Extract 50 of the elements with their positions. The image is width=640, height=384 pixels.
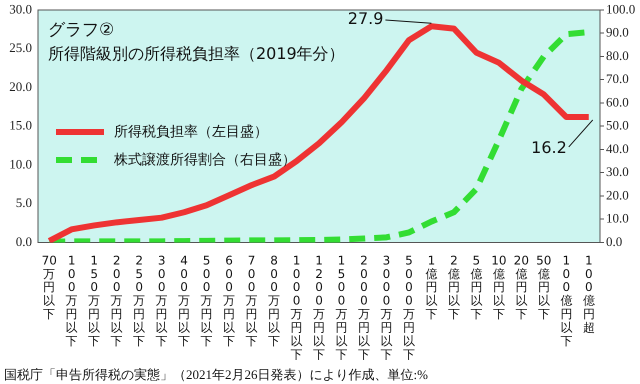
y-tick-label: 0.0 (16, 234, 32, 249)
x-tick-label: 10億円以下 (491, 253, 506, 322)
text: 所得階級別の所得税負担率（2019年分） (48, 43, 345, 65)
x-tick-label: 100億円超 (582, 253, 595, 335)
y2-tick-label: 60.0 (606, 94, 629, 110)
legend-label: 株式譲渡所得割合（右目盛） (114, 151, 296, 169)
x-tick-label: 600万円以下 (223, 253, 236, 348)
text: グラフ② (48, 19, 116, 42)
x-tick-label: 3000万円以下 (380, 253, 392, 362)
x-tick-label: 250万円以下 (133, 253, 146, 348)
y2-tick-label: 10.0 (606, 210, 629, 226)
x-tick-label: 700万円以下 (246, 253, 258, 348)
x-tick-label: 50億円以下 (536, 253, 552, 322)
legend-label: 所得税負担率（左目盛） (114, 123, 268, 141)
x-tick-label: 100万円以下 (66, 253, 78, 348)
x-tick-label: 500万円以下 (200, 253, 213, 348)
x-tick-label: 200万円以下 (110, 253, 123, 348)
y2-tick-label: 90.0 (606, 24, 629, 40)
x-tick-label: 1億円以下 (425, 253, 438, 322)
x-tick-label: 1000万円以下 (290, 253, 303, 362)
x-tick-label: 70万円以下 (42, 253, 57, 322)
y2-tick-label: 40.0 (606, 140, 629, 156)
y2-tick-label: 30.0 (606, 164, 629, 180)
y-tick-label: 10.0 (9, 156, 32, 172)
x-tick-label: 300万円以下 (156, 253, 168, 348)
x-tick-label: 1200万円以下 (313, 253, 325, 362)
x-tick-label: 20億円以下 (514, 253, 529, 322)
y-tick-label: 20.0 (9, 78, 32, 94)
x-tick-label: 1500万円以下 (335, 253, 348, 362)
y2-tick-label: 70.0 (606, 71, 629, 86)
y2-tick-label: 80.0 (606, 48, 629, 63)
x-tick-label: 5000万円以下 (402, 253, 415, 362)
y2-tick-label: 20.0 (606, 187, 629, 202)
x-tick-label: 5億円以下 (470, 253, 482, 322)
y-tick-label: 25.0 (9, 40, 32, 56)
annotation: 16.2 (531, 138, 567, 158)
x-tick-label: 2億円以下 (448, 253, 460, 322)
y-tick-label: 15.0 (9, 118, 32, 133)
y-tick-label: 30.0 (9, 1, 32, 16)
y2-tick-label: 0.0 (606, 234, 622, 249)
x-tick-label: 800万円以下 (268, 253, 280, 348)
x-tick-label: 400万円以下 (178, 253, 190, 348)
x-tick-label: 100億円以下 (560, 253, 572, 348)
y2-tick-label: 100.0 (606, 1, 636, 16)
annotation: 27.9 (348, 9, 384, 28)
y2-tick-label: 50.0 (606, 118, 629, 133)
text: 国税庁「申告所得税の実態」（2021年2月26日発表）により作成、単位:% (4, 366, 428, 384)
x-tick-label: 2000万円以下 (358, 253, 370, 362)
x-tick-label: 150万円以下 (88, 253, 100, 348)
y-tick-label: 5.0 (16, 195, 32, 210)
